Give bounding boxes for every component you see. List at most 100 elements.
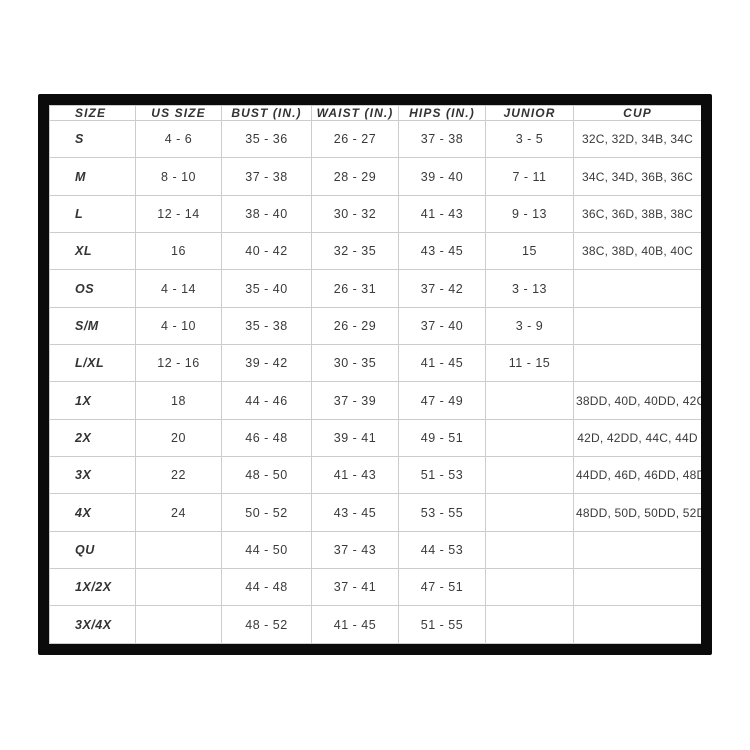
cell-size: L [49,194,136,234]
cell-waist: 30 - 35 [311,344,399,383]
cell-waist: 28 - 29 [311,157,399,196]
table-row: S/M 4 - 10 35 - 38 26 - 29 37 - 40 3 - 9 [49,306,701,346]
column-header-hips: HIPS (IN.) [398,105,486,121]
cell-junior: 7 - 11 [485,157,574,196]
cell-junior: 15 [485,232,574,271]
cell-us-size: 4 - 14 [135,269,222,308]
cell-junior [485,456,574,495]
cell-hips: 49 - 51 [398,418,486,458]
cell-us-size [135,568,222,607]
cell-bust: 35 - 38 [221,306,312,346]
cell-junior: 3 - 13 [485,269,574,308]
cell-bust: 38 - 40 [221,194,312,234]
table-row: 3X/4X 48 - 52 41 - 45 51 - 55 [49,605,701,644]
cell-waist: 41 - 45 [311,605,399,644]
cell-bust: 44 - 46 [221,381,312,420]
cell-us-size: 22 [135,456,222,495]
cell-bust: 40 - 42 [221,232,312,271]
cell-us-size: 4 - 6 [135,119,222,159]
cell-hips: 37 - 40 [398,306,486,346]
cell-hips: 44 - 53 [398,530,486,570]
cell-us-size: 8 - 10 [135,157,222,196]
column-header-junior: JUNIOR [485,105,574,121]
column-header-waist: WAIST (IN.) [311,105,399,121]
cell-size: 1X/2X [49,568,136,607]
column-header-cup: CUP [573,105,701,121]
table-row: L 12 - 14 38 - 40 30 - 32 41 - 43 9 - 13 36C, … [49,194,701,234]
cell-hips: 43 - 45 [398,232,486,271]
table-row: 2X 20 46 - 48 39 - 41 49 - 51 42D, 42DD, 44C,… [49,418,701,458]
cell-bust: 44 - 50 [221,530,312,570]
cell-waist: 30 - 32 [311,194,399,234]
cell-cup [573,344,701,383]
cell-size: M [49,157,136,196]
cell-size: 1X [49,381,136,420]
cell-us-size [135,530,222,570]
cell-bust: 44 - 48 [221,568,312,607]
cell-bust: 35 - 40 [221,269,312,308]
column-header-size: SIZE [49,105,136,121]
cell-us-size [135,605,222,644]
cell-size: 3X/4X [49,605,136,644]
cell-size: S/M [49,306,136,346]
cell-us-size: 4 - 10 [135,306,222,346]
cell-size: 2X [49,418,136,458]
cell-bust: 46 - 48 [221,418,312,458]
cell-junior [485,381,574,420]
size-chart-table: SIZE US SIZE BUST (IN.) WAIST (IN.) HIPS (IN… [49,105,701,644]
table-row: 1X/2X 44 - 48 37 - 41 47 - 51 [49,568,701,607]
size-chart-frame: SIZE US SIZE BUST (IN.) WAIST (IN.) HIPS (IN… [38,94,712,655]
cell-hips: 53 - 55 [398,493,486,532]
cell-waist: 37 - 39 [311,381,399,420]
cell-cup: 38C, 38D, 40B, 40C [573,232,701,271]
cell-us-size: 16 [135,232,222,271]
cell-junior: 9 - 13 [485,194,574,234]
table-row: L/XL 12 - 16 39 - 42 30 - 35 41 - 45 11 - 15 [49,344,701,383]
cell-size: L/XL [49,344,136,383]
cell-cup: 38DD, 40D, 40DD, 42C [573,381,701,420]
column-header-bust: BUST (IN.) [221,105,312,121]
cell-hips: 41 - 43 [398,194,486,234]
cell-waist: 39 - 41 [311,418,399,458]
cell-cup [573,269,701,308]
cell-hips: 41 - 45 [398,344,486,383]
cell-size: 3X [49,456,136,495]
cell-junior [485,605,574,644]
cell-hips: 51 - 53 [398,456,486,495]
cell-size: QU [49,530,136,570]
cell-cup: 42D, 42DD, 44C, 44D [573,418,701,458]
cell-size: S [49,119,136,159]
cell-hips: 39 - 40 [398,157,486,196]
cell-junior [485,493,574,532]
cell-waist: 37 - 43 [311,530,399,570]
cell-bust: 35 - 36 [221,119,312,159]
cell-cup: 34C, 34D, 36B, 36C [573,157,701,196]
cell-waist: 32 - 35 [311,232,399,271]
cell-bust: 39 - 42 [221,344,312,383]
cell-waist: 26 - 29 [311,306,399,346]
cell-cup [573,530,701,570]
cell-waist: 43 - 45 [311,493,399,532]
cell-bust: 50 - 52 [221,493,312,532]
cell-hips: 51 - 55 [398,605,486,644]
column-header-us-size: US SIZE [135,105,222,121]
cell-junior [485,568,574,607]
table-row: 4X 24 50 - 52 43 - 45 53 - 55 48DD, 50D, 50DD… [49,493,701,532]
table-row: 1X 18 44 - 46 37 - 39 47 - 49 38DD, 40D, 40DD… [49,381,701,420]
cell-junior [485,530,574,570]
table-row: 3X 22 48 - 50 41 - 43 51 - 53 44DD, 46D, 46DD… [49,456,701,495]
cell-us-size: 18 [135,381,222,420]
cell-bust: 48 - 50 [221,456,312,495]
cell-bust: 37 - 38 [221,157,312,196]
cell-junior: 3 - 9 [485,306,574,346]
cell-waist: 26 - 31 [311,269,399,308]
cell-us-size: 20 [135,418,222,458]
cell-size: XL [49,232,136,271]
cell-junior: 3 - 5 [485,119,574,159]
cell-hips: 47 - 51 [398,568,486,607]
cell-us-size: 12 - 14 [135,194,222,234]
table-row: XL 16 40 - 42 32 - 35 43 - 45 15 38C, 38D, 40B… [49,232,701,271]
cell-cup [573,306,701,346]
